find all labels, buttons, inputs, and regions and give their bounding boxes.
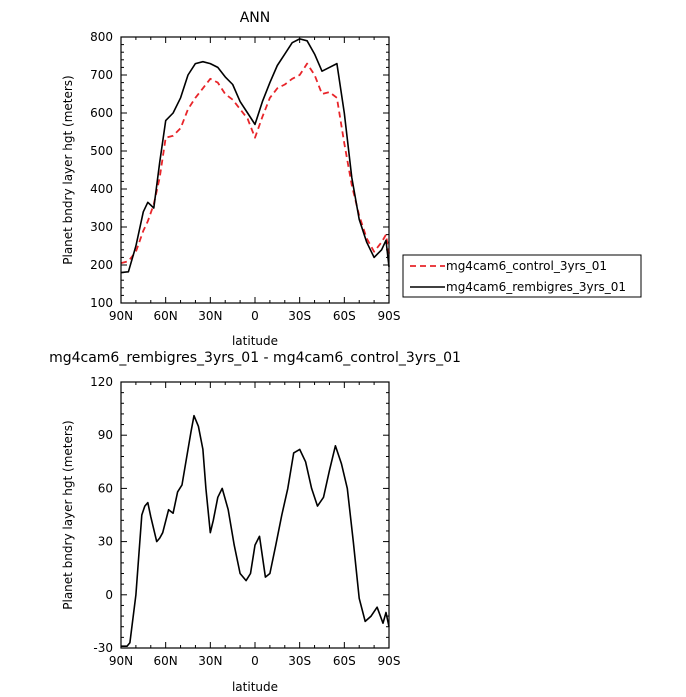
top-chart-y-tick-label: 200 xyxy=(90,258,113,272)
bottom-chart-series-group xyxy=(121,414,390,647)
bottom-chart-x-tick-label: 60S xyxy=(333,654,356,668)
top-chart-x-tick-label: 90S xyxy=(378,309,401,323)
top-chart-y-tick-label: 800 xyxy=(90,30,113,44)
top-chart-x-tick-label: 30N xyxy=(198,309,222,323)
legend: mg4cam6_control_3yrs_01 mg4cam6_rembigre… xyxy=(402,254,642,298)
top-chart-y-tick-label: 100 xyxy=(90,296,113,310)
bottom-chart-y-tick-label: -30 xyxy=(93,641,113,655)
top-chart-x-tick-label: 90N xyxy=(109,309,133,323)
bottom-chart-x-tick-label: 90N xyxy=(109,654,133,668)
top-chart-series-group xyxy=(120,38,390,274)
top-chart-x-tick-label: 60N xyxy=(154,309,178,323)
top-chart-y-tick-label: 700 xyxy=(90,68,113,82)
top-chart-x-tick-label: 0 xyxy=(251,309,259,323)
top-chart-title: ANN xyxy=(240,10,271,26)
bottom-chart-y-tick-label: 120 xyxy=(90,375,113,389)
top-chart-x-tick-label: 30S xyxy=(288,309,311,323)
top-chart-x-tick-label: 60S xyxy=(333,309,356,323)
bottom-chart-frame xyxy=(120,381,390,649)
legend-box xyxy=(402,254,642,298)
legend-label-rembigres: mg4cam6_rembigres_3yrs_01 xyxy=(446,280,626,294)
top-chart-y-tick-label: 500 xyxy=(90,144,113,158)
bottom-chart-y-tick-label: 0 xyxy=(105,588,113,602)
bottom-chart-y-tick-label: 30 xyxy=(98,535,113,549)
series-line-mg4cam6-control-3yrs-01 xyxy=(120,62,390,264)
top-chart-panel: ANN latitude Planet bndry layer hgt (met… xyxy=(61,10,400,348)
bottom-chart-panel: mg4cam6_rembigres_3yrs_01 - mg4cam6_cont… xyxy=(49,350,461,694)
bottom-chart-x-tick-label: 30S xyxy=(288,654,311,668)
bottom-chart-y-axis-label: Planet bndry layer hgt (meters) xyxy=(61,420,75,610)
top-chart-y-tick-label: 400 xyxy=(90,182,113,196)
series-line-mg4cam6-rembigres-3yrs-01 xyxy=(120,38,390,274)
bottom-chart-title: mg4cam6_rembigres_3yrs_01 - mg4cam6_cont… xyxy=(49,350,461,366)
bottom-chart-y-tick-label: 60 xyxy=(98,481,113,495)
top-chart-x-axis-label: latitude xyxy=(232,334,278,348)
bottom-chart-axes: -30 0 30 60 90 120 90N 60N 30N 0 30S 60S 90S xyxy=(90,375,400,668)
bottom-chart-y-tick-label: 90 xyxy=(98,428,113,442)
bottom-chart-x-tick-label: 0 xyxy=(251,654,259,668)
top-chart-frame xyxy=(120,36,390,304)
top-chart-y-tick-label: 600 xyxy=(90,106,113,120)
bottom-chart-x-axis-label: latitude xyxy=(232,680,278,694)
legend-label-control: mg4cam6_control_3yrs_01 xyxy=(446,259,607,273)
bottom-chart-difference-line xyxy=(121,414,390,647)
bottom-chart-x-tick-label: 60N xyxy=(154,654,178,668)
bottom-chart-x-tick-label: 90S xyxy=(378,654,401,668)
top-chart-axes: 100 200 300 400 500 600 700 800 90N 60N 30N 0 30S 60S… xyxy=(90,30,400,323)
bottom-chart-x-tick-label: 30N xyxy=(198,654,222,668)
top-chart-y-tick-label: 300 xyxy=(90,220,113,234)
top-chart-y-axis-label: Planet bndry layer hgt (meters) xyxy=(61,75,75,265)
